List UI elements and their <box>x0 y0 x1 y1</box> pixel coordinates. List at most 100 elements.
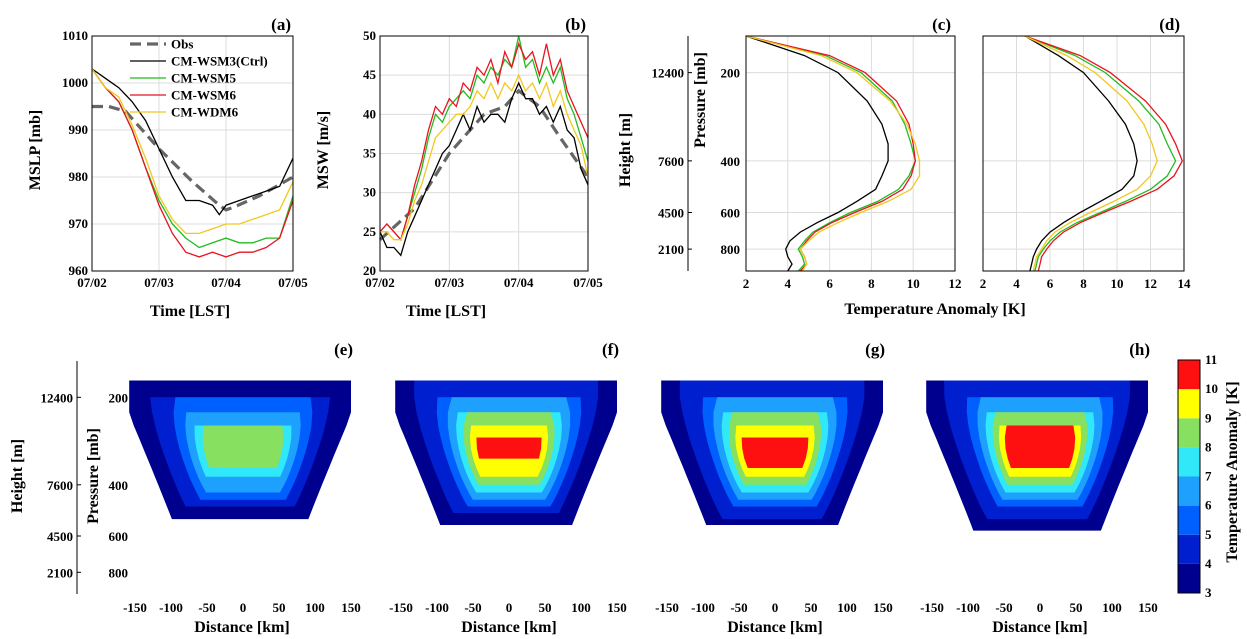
colorbar-tick-label: 10 <box>1205 381 1218 396</box>
x-tick-label: 10 <box>907 276 920 291</box>
x-tick-label: 6 <box>1047 276 1054 291</box>
x-tick-label: 100 <box>1102 600 1122 615</box>
panel-b-frame <box>379 35 589 272</box>
x-tick-label: -100 <box>425 600 449 615</box>
xlabel-time-b: Time [LST] <box>406 303 486 320</box>
legend-entry: CM-WSM5 <box>171 71 236 86</box>
colorbar-swatch <box>1178 534 1200 564</box>
colorbar-swatch <box>1178 447 1200 477</box>
x-tick-label: 0 <box>772 600 779 615</box>
profile-line-wdm6 <box>745 35 921 272</box>
panel-label-g: (g) <box>865 340 885 359</box>
x-tick-label: -100 <box>691 600 715 615</box>
y-tick-label: 1010 <box>62 28 88 43</box>
y-tick-label: 960 <box>69 263 89 278</box>
x-tick-label: 07/05 <box>573 275 603 290</box>
profile-line-wdm6 <box>1024 35 1158 272</box>
colorbar-tick-label: 8 <box>1205 439 1212 454</box>
panel-label-f: (f) <box>602 340 619 359</box>
panel-label-c: (c) <box>932 15 951 34</box>
legend-entry: CM-WSM3(Ctrl) <box>171 54 268 69</box>
series-line-wdm6 <box>380 73 589 241</box>
x-tick-label: 6 <box>826 276 833 291</box>
x-tick-label: -150 <box>920 600 944 615</box>
profile-line-wsm6 <box>745 35 916 272</box>
y-tick-label: 35 <box>363 146 377 161</box>
panel-e: -150 -100 -50 0 50 100 150 <box>123 380 361 615</box>
colorbar-swatch <box>1178 389 1200 419</box>
pressure-tick-label: 600 <box>109 529 129 544</box>
profile-line-wsm3 <box>745 35 889 272</box>
x-tick-label: 4 <box>785 276 792 291</box>
panel-c-frame <box>745 35 956 272</box>
x-tick-label: 150 <box>607 600 627 615</box>
colorbar: 3 4 5 6 7 8 9 10 11 <box>1177 352 1218 600</box>
panel-h: -150 -100 -50 0 50 100 150 <box>920 380 1158 615</box>
x-tick-label: 150 <box>1138 600 1158 615</box>
profile-line-wsm5 <box>745 35 916 272</box>
colorbar-swatch <box>1178 418 1200 448</box>
x-tick-label: 4 <box>1013 276 1020 291</box>
y-tick-label: 1000 <box>62 75 88 90</box>
ylabel-pressure-bottom: Pressure [mb] <box>85 428 102 524</box>
x-tick-label: 50 <box>539 600 552 615</box>
height-tick-label: 12400 <box>652 66 685 81</box>
colorbar-tick-label: 11 <box>1205 352 1217 367</box>
x-tick-label: 07/02 <box>365 275 395 290</box>
colorbar-swatch <box>1178 476 1200 506</box>
colorbar-swatch <box>1178 505 1200 535</box>
profile-line-wsm5 <box>1024 35 1177 272</box>
colorbar-tick-label: 4 <box>1205 556 1212 571</box>
ylabel-mslp: MSLP [mb] <box>27 110 44 190</box>
y-tick-label: 25 <box>363 224 377 239</box>
x-tick-label: 14 <box>1178 276 1192 291</box>
x-tick-label: -50 <box>730 600 747 615</box>
x-tick-label: 100 <box>305 600 325 615</box>
panel-label-b: (b) <box>565 15 586 34</box>
x-tick-label: 50 <box>1070 600 1083 615</box>
series-line-wsm5 <box>379 35 589 242</box>
x-tick-label: 0 <box>240 600 247 615</box>
x-tick-label: -50 <box>464 600 481 615</box>
height-tick-label: 7600 <box>47 478 73 493</box>
pressure-tick-label: 400 <box>109 478 129 493</box>
legend-entry: Obs <box>171 37 193 52</box>
x-tick-label: -150 <box>123 600 147 615</box>
panel-b: 07/02 07/03 07/04 07/05 20 25 30 35 40 45 50 <box>363 28 603 290</box>
colorbar-tick-label: 9 <box>1205 410 1212 425</box>
colorbar-swatch <box>1178 563 1200 593</box>
x-tick-label: 150 <box>341 600 361 615</box>
panel-label-d: (d) <box>1159 15 1180 34</box>
height-tick-label: 7600 <box>658 154 684 169</box>
x-tick-label: 07/03 <box>435 275 465 290</box>
y-tick-label: 20 <box>363 263 376 278</box>
series-line-obs <box>92 104 294 212</box>
xlabel-distance-g: Distance [km] <box>727 619 823 636</box>
colorbar-swatch <box>1178 360 1200 390</box>
profile-line-wsm3 <box>1024 35 1138 272</box>
x-tick-label: 0 <box>1037 600 1044 615</box>
x-tick-label: 12 <box>1144 276 1157 291</box>
series-line-wsm6 <box>379 41 589 242</box>
height-tick-label: 12400 <box>41 390 74 405</box>
x-tick-label: 07/03 <box>144 275 174 290</box>
colorbar-tick-label: 3 <box>1205 585 1212 600</box>
x-tick-label: 0 <box>506 600 513 615</box>
pressure-tick-label: 800 <box>109 565 129 580</box>
series-line-wsm6 <box>91 68 294 258</box>
panel-g: -150 -100 -50 0 50 100 150 <box>655 380 893 615</box>
pressure-tick-label: 800 <box>721 242 741 257</box>
height-tick-label: 2100 <box>47 565 73 580</box>
xlabel-distance-e: Distance [km] <box>194 619 290 636</box>
x-tick-label: 50 <box>805 600 818 615</box>
x-tick-label: 07/05 <box>278 275 308 290</box>
legend-entry: CM-WDM6 <box>171 105 239 120</box>
contour-level-8 <box>202 425 284 468</box>
x-tick-label: -50 <box>995 600 1012 615</box>
x-tick-label: -50 <box>198 600 215 615</box>
panel-label-h: (h) <box>1129 340 1150 359</box>
contour-level-10 <box>741 437 809 468</box>
x-tick-label: 150 <box>873 600 893 615</box>
series-line-wdm6 <box>91 68 294 235</box>
y-tick-label: 50 <box>363 28 376 43</box>
